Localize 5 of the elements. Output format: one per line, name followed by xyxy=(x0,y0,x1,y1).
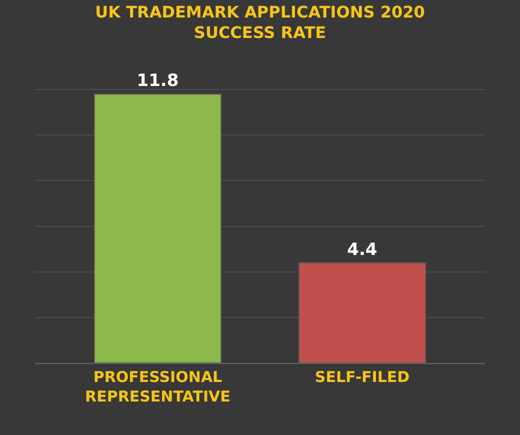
x-tick-label: PROFESSIONAL REPRESENTATIVE xyxy=(85,368,230,406)
chart-title: UK TRADEMARK APPLICATIONS 2020 SUCCESS RATE xyxy=(95,2,425,42)
x-tick-label: SELF-FILED xyxy=(314,368,410,386)
data-label: 11.8 xyxy=(136,71,179,92)
data-label: 4.4 xyxy=(347,240,378,260)
